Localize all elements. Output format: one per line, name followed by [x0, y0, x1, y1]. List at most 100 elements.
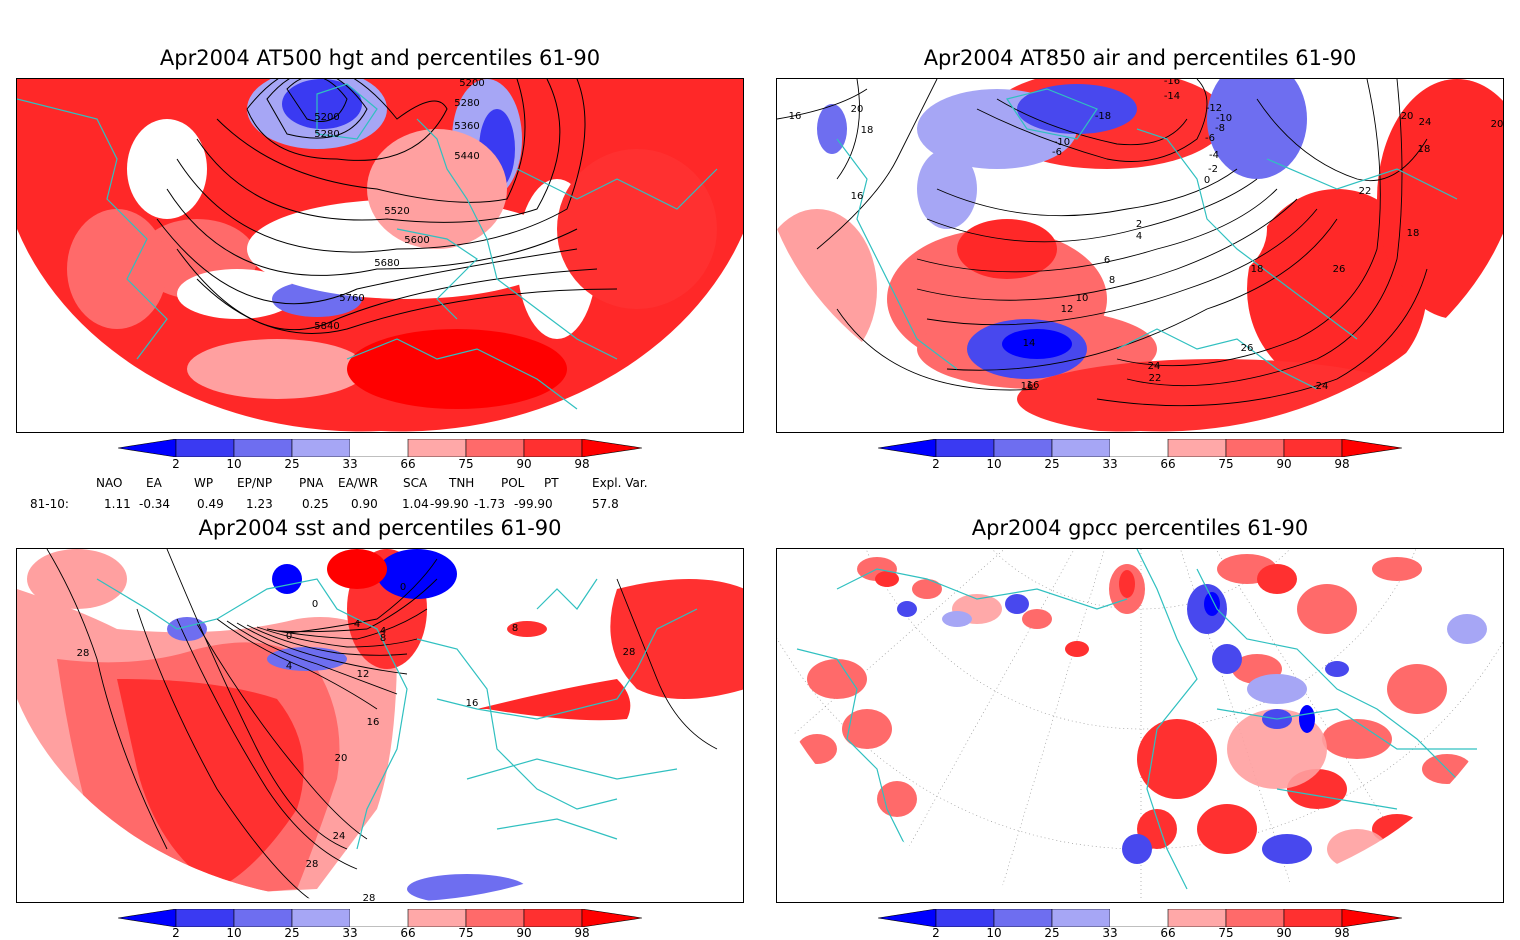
contour-label: -2: [1208, 164, 1218, 175]
stats-value: 1.04: [402, 497, 429, 511]
colorbar-strip: [118, 909, 642, 927]
stats-row-label: 81-10:: [30, 497, 69, 511]
colorbar-tick: 33: [1102, 457, 1118, 471]
contour-label: 4: [354, 619, 360, 630]
colorbar-tick: 66: [1160, 457, 1176, 471]
colorbar-tick: 75: [458, 926, 474, 940]
contour-label: -6: [1205, 133, 1215, 144]
colorbar-tick: 98: [1334, 926, 1350, 940]
stats-header: EP/NP: [237, 476, 273, 490]
contour-label: 5280: [454, 98, 479, 109]
colorbar-tick: 90: [516, 926, 532, 940]
stats-value: -1.73: [474, 497, 506, 511]
colorbar-tick: 25: [1044, 457, 1060, 471]
stats-value: -0.34: [139, 497, 171, 511]
colorbar-sst: 2 10 25 33 66 75 90 98: [118, 909, 642, 940]
contour-label: 26: [1241, 343, 1254, 354]
colorbar-tick: 25: [1044, 926, 1060, 940]
contour-label: 4: [286, 661, 292, 672]
colorbar-tick: 2: [172, 457, 180, 471]
contour-label: 16: [1021, 381, 1034, 392]
contour-label: 5200: [459, 79, 484, 89]
contour-label: 18: [1407, 228, 1420, 239]
colorbar-tick: 75: [1218, 457, 1234, 471]
contour-label: 14: [1023, 338, 1036, 349]
panel-title-gpcc: Apr2004 gpcc percentiles 61-90: [971, 516, 1309, 540]
colorbar-tick: 90: [516, 457, 532, 471]
colorbar-tick: 33: [342, 457, 358, 471]
contour-label: 22: [1149, 373, 1162, 384]
colorbar-hgt500: 2 10 25 33 66 75 90 98: [118, 439, 642, 473]
contour-label: 24: [1316, 381, 1329, 392]
contour-label: 5760: [339, 293, 364, 304]
panel-title-hgt500: Apr2004 AT500 hgt and percentiles 61-90: [159, 46, 601, 70]
contour-label: 16: [851, 191, 864, 202]
stats-header: PNA: [299, 476, 324, 490]
stats-value: 1.23: [246, 497, 273, 511]
contour-label: 16: [789, 111, 802, 122]
stats-header: Expl. Var.: [592, 476, 648, 490]
contour-label: 12: [357, 669, 370, 680]
panel-title-air850: Apr2004 AT850 air and percentiles 61-90: [923, 46, 1357, 70]
colorbar-tick: 75: [458, 457, 474, 471]
colorbar-tick: 2: [932, 457, 940, 471]
contour-label: 18: [1418, 144, 1431, 155]
colorbar-tick: 98: [574, 457, 590, 471]
stats-value: 1.11: [104, 497, 131, 511]
colorbar-tick: 25: [284, 926, 300, 940]
stats-header: TNH: [449, 476, 475, 490]
colorbar-tick: 66: [400, 926, 416, 940]
stats-header: EA/WR: [338, 476, 379, 490]
colorbar-tick: 25: [284, 457, 300, 471]
contour-label: 10: [1076, 293, 1089, 304]
contour-label: -4: [1209, 150, 1219, 161]
contour-label: 26: [1333, 264, 1346, 275]
colorbar-tick: 98: [574, 926, 590, 940]
contour-label: 20: [1491, 119, 1504, 130]
contour-label: 28: [306, 859, 319, 870]
stats-header: WP: [194, 476, 214, 490]
contour-label: -16: [1164, 79, 1180, 87]
contour-label: -14: [1164, 91, 1180, 102]
contour-label: 6: [1104, 255, 1110, 266]
colorbar-tick: 66: [1160, 926, 1176, 940]
colorbar-gpcc: 2 10 25 33 66 75 90 98: [878, 909, 1402, 940]
contour-label: 20: [851, 104, 864, 115]
contour-label: 18: [1251, 264, 1264, 275]
stats-header: NAO: [96, 476, 123, 490]
colorbar-tick: 10: [986, 926, 1002, 940]
map-panel-air850: 16 20 18 16 -16 -14 -12 -10 -8 -6 -4 -2 …: [776, 78, 1504, 433]
contour-label: 20: [335, 753, 348, 764]
stats-value: -99.90: [514, 497, 553, 511]
stats-header: POL: [501, 476, 525, 490]
colorbar-strip: [878, 909, 1402, 927]
contour-label: -6: [1052, 147, 1062, 158]
colorbar-tick: 33: [1102, 926, 1118, 940]
contour-label: 16: [466, 698, 479, 709]
colorbar-tick: 10: [986, 457, 1002, 471]
stats-header: EA: [146, 476, 162, 490]
contour-label: 28: [77, 648, 90, 659]
contour-label: 5840: [314, 321, 339, 332]
contour-label: 20: [1401, 111, 1414, 122]
stats-value: 0.49: [197, 497, 224, 511]
contour-label: 0: [286, 631, 292, 642]
contour-label: -12: [1206, 103, 1222, 114]
map-panel-sst: 28 0 0 4 4 8 0 4 12 16 20 24 28 16 8 28 …: [16, 548, 744, 903]
contour-label: 8: [1109, 275, 1115, 286]
colorbar-strip: [118, 439, 642, 457]
contour-label: 28: [623, 647, 636, 658]
stats-value: 0.90: [351, 497, 378, 511]
contour-label: 5200: [314, 112, 339, 123]
contour-label: 0: [400, 582, 406, 593]
contour-label: 22: [1359, 186, 1372, 197]
contour-label: 5600: [404, 235, 429, 246]
map-panel-gpcc: [776, 548, 1504, 903]
contour-label: -10: [1054, 137, 1070, 148]
colorbar-tick: 10: [226, 926, 242, 940]
contour-label: 8: [380, 633, 386, 644]
contour-label: 5360: [454, 121, 479, 132]
contour-label: 12: [1061, 304, 1074, 315]
colorbar-tick: 66: [400, 457, 416, 471]
contour-label: 4: [380, 626, 386, 637]
